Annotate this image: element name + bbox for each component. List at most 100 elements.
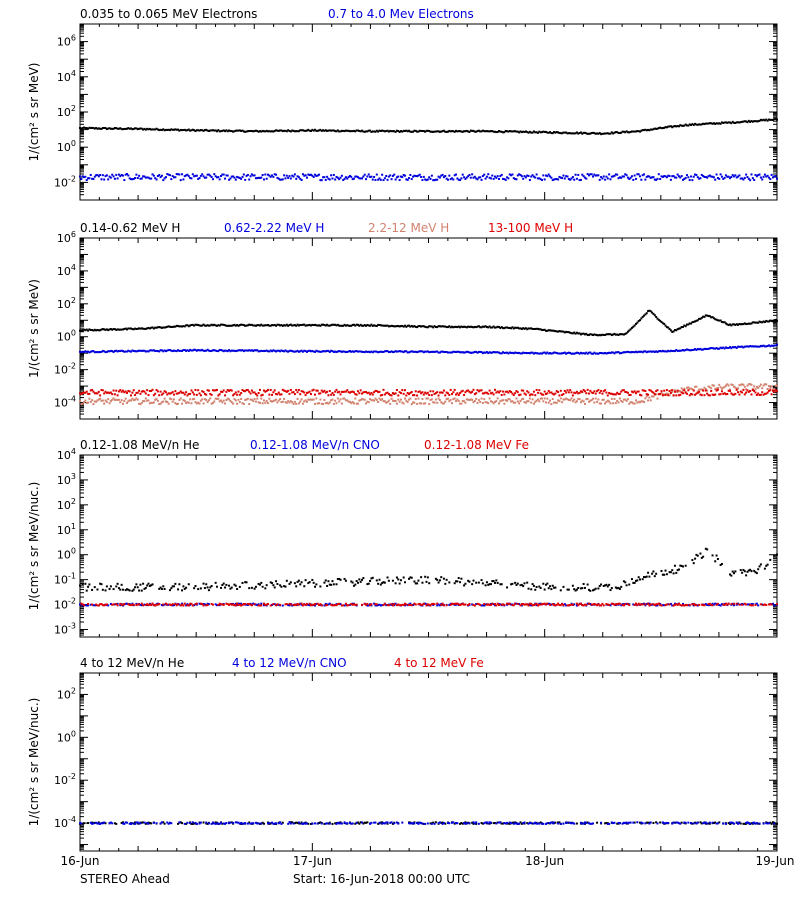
- data-point: [103, 604, 106, 607]
- data-point: [287, 129, 290, 132]
- data-point: [645, 175, 648, 178]
- data-point: [522, 397, 525, 400]
- data-point: [241, 323, 244, 326]
- data-point: [385, 401, 388, 404]
- data-point: [577, 132, 580, 135]
- data-point: [765, 345, 768, 348]
- data-point: [557, 391, 560, 394]
- data-point: [681, 325, 684, 328]
- data-point: [401, 401, 404, 404]
- data-point: [688, 179, 691, 182]
- data-point: [412, 175, 415, 178]
- data-point: [285, 174, 288, 177]
- data-point: [285, 401, 288, 404]
- data-point: [334, 390, 337, 393]
- data-point: [741, 120, 744, 123]
- data-point: [301, 350, 304, 353]
- data-point: [441, 350, 444, 353]
- data-point: [361, 177, 364, 180]
- data-point: [412, 350, 415, 353]
- data-point: [234, 584, 237, 587]
- data-point: [365, 603, 368, 606]
- data-point: [738, 603, 741, 606]
- data-point: [657, 393, 660, 396]
- data-point: [160, 326, 163, 329]
- data-point: [226, 324, 229, 327]
- data-point: [417, 603, 420, 606]
- data-point: [178, 583, 181, 586]
- data-point: [395, 389, 398, 392]
- data-point: [771, 344, 774, 347]
- data-point: [465, 176, 468, 179]
- data-point: [649, 350, 652, 353]
- data-point: [542, 582, 545, 585]
- data-point: [175, 350, 178, 353]
- data-point: [158, 394, 161, 397]
- data-point: [639, 603, 642, 606]
- data-point: [347, 350, 350, 353]
- data-point: [667, 392, 670, 395]
- data-point: [379, 604, 382, 607]
- y-tick-label: 106: [57, 230, 76, 245]
- data-point: [679, 327, 682, 330]
- data-point: [361, 324, 364, 327]
- data-point: [344, 579, 347, 582]
- data-point: [253, 349, 256, 352]
- data-point: [440, 350, 443, 353]
- data-point: [534, 351, 537, 354]
- data-point: [432, 401, 435, 404]
- data-point: [610, 351, 613, 354]
- data-point: [140, 327, 143, 330]
- data-point: [738, 174, 741, 177]
- data-point: [755, 572, 758, 575]
- data-point: [140, 349, 143, 352]
- data-point: [88, 583, 91, 586]
- data-point: [719, 319, 722, 322]
- data-point: [647, 350, 650, 353]
- data-point: [334, 323, 337, 326]
- data-point: [571, 603, 574, 606]
- data-point: [483, 130, 486, 133]
- data-point: [152, 327, 155, 330]
- data-point: [320, 350, 323, 353]
- data-point: [134, 127, 137, 130]
- data-point: [81, 583, 84, 586]
- data-point: [600, 351, 603, 354]
- data-point: [770, 173, 773, 176]
- data-point: [276, 401, 279, 404]
- data-point: [625, 399, 628, 402]
- data-point: [295, 402, 298, 405]
- data-point: [97, 398, 100, 401]
- data-point: [562, 174, 565, 177]
- data-point: [688, 322, 691, 325]
- data-point: [335, 130, 338, 133]
- data-point: [714, 178, 717, 181]
- data-point: [555, 330, 558, 333]
- data-point: [553, 329, 556, 332]
- data-point: [758, 119, 761, 122]
- data-point: [747, 177, 750, 180]
- data-point: [406, 351, 409, 354]
- data-point: [107, 391, 110, 394]
- data-point: [130, 350, 133, 353]
- data-point: [250, 349, 253, 352]
- data-point: [514, 401, 517, 404]
- data-point: [103, 392, 106, 395]
- data-point: [625, 584, 628, 587]
- data-point: [293, 582, 296, 585]
- data-point: [745, 173, 748, 176]
- data-point: [91, 329, 94, 332]
- data-point: [605, 132, 608, 135]
- data-point: [652, 128, 655, 131]
- data-point: [316, 129, 319, 132]
- data-point: [399, 175, 402, 178]
- data-point: [759, 393, 762, 396]
- data-point: [534, 327, 537, 330]
- data-point: [608, 391, 611, 394]
- data-point: [637, 400, 640, 403]
- data-point: [681, 565, 684, 568]
- data-point: [128, 327, 131, 330]
- data-point: [620, 585, 623, 588]
- data-point: [747, 345, 750, 348]
- data-point: [158, 129, 161, 132]
